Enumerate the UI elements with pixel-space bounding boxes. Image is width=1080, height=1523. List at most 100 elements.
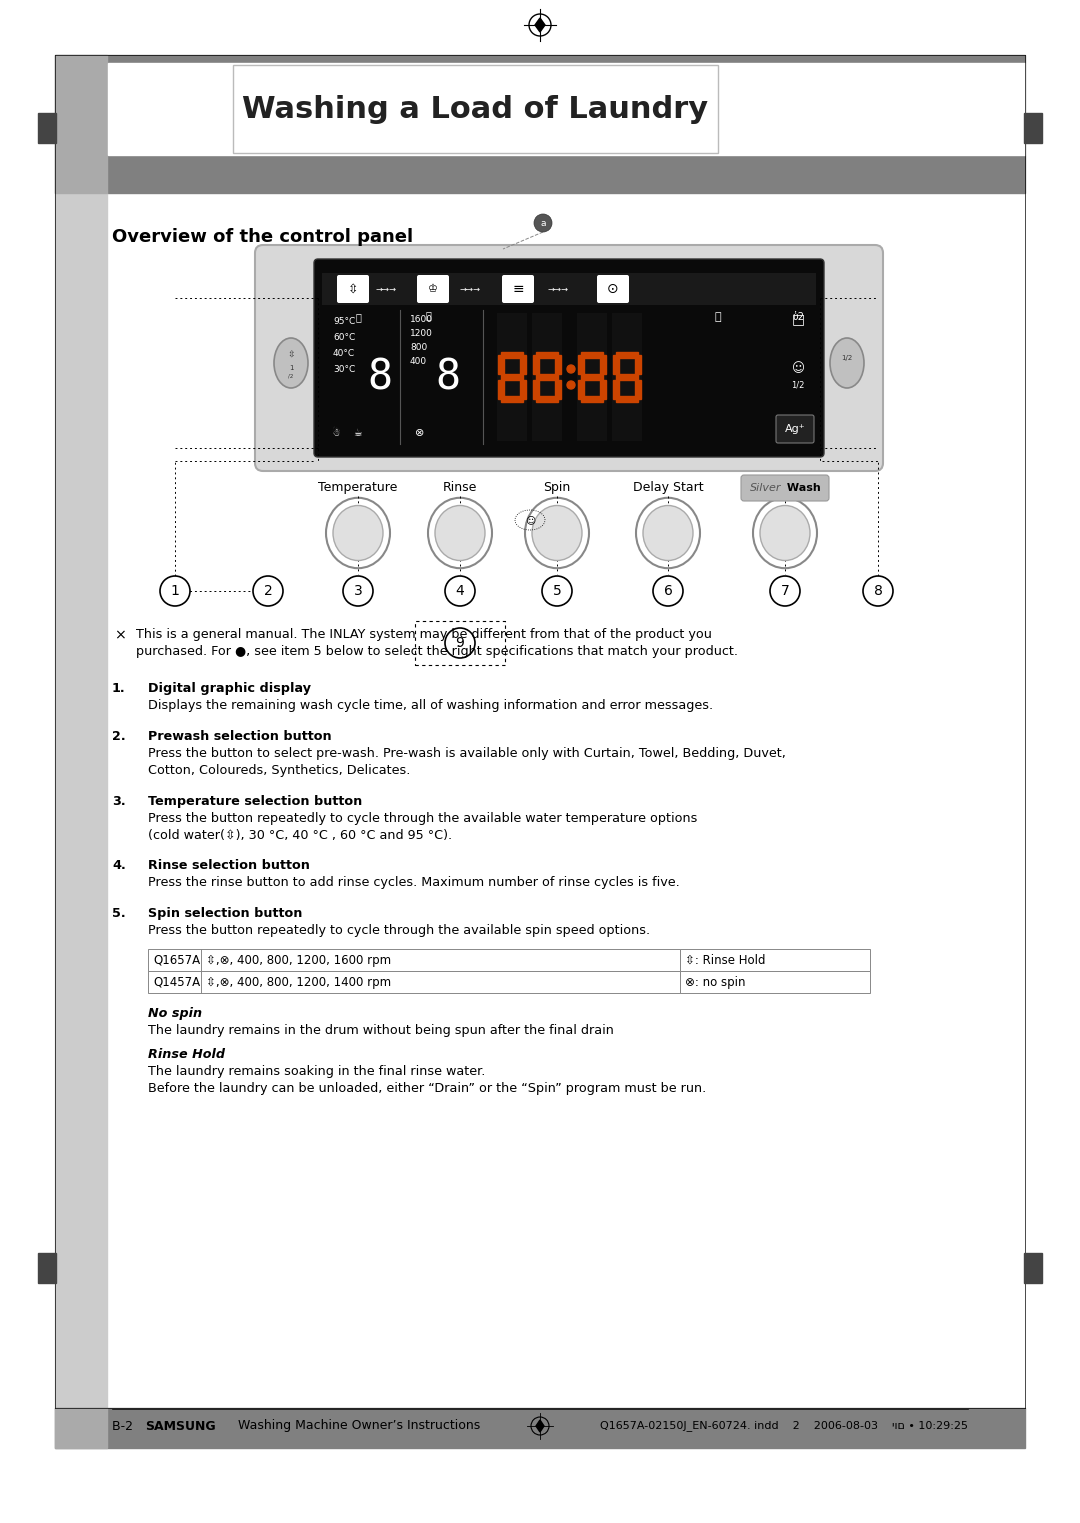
Bar (612, 314, 642, 442)
Circle shape (653, 576, 683, 606)
Bar (497, 314, 527, 442)
Bar (635, 355, 642, 375)
Bar (581, 352, 603, 358)
Text: Washing Machine Owner’s Instructions: Washing Machine Owner’s Instructions (222, 1419, 481, 1433)
Text: ☺: ☺ (792, 362, 805, 376)
Bar (55, 1407, 107, 1448)
Bar (536, 396, 558, 402)
Bar (555, 355, 561, 375)
Bar (635, 381, 642, 399)
Text: Displays the remaining wash cycle time, all of washing information and error mes: Displays the remaining wash cycle time, … (148, 699, 713, 713)
Bar (532, 314, 562, 442)
Text: Q1457A: Q1457A (153, 976, 200, 988)
Bar (1024, 113, 1042, 143)
Bar (148, 949, 680, 972)
Text: Ag⁺: Ag⁺ (785, 423, 806, 434)
Text: 1200: 1200 (410, 329, 433, 338)
Bar (616, 352, 638, 358)
Text: 3: 3 (353, 583, 363, 599)
Circle shape (445, 576, 475, 606)
Bar (578, 381, 584, 399)
Bar (55, 1407, 1025, 1448)
Ellipse shape (326, 498, 390, 568)
Text: ⇳,⊗, 400, 800, 1200, 1400 rpm: ⇳,⊗, 400, 800, 1200, 1400 rpm (206, 976, 391, 988)
Circle shape (567, 381, 575, 388)
Bar (38, 113, 56, 143)
Bar (519, 355, 526, 375)
Text: 60°C: 60°C (333, 332, 355, 341)
Bar (498, 355, 504, 375)
Text: Prewash selection button: Prewash selection button (148, 730, 332, 743)
Bar (534, 355, 539, 375)
FancyBboxPatch shape (597, 276, 629, 303)
Circle shape (534, 215, 552, 231)
Bar (55, 193, 107, 1407)
Text: Delay Start: Delay Start (633, 481, 703, 493)
Bar (577, 314, 607, 442)
Text: Q1657A-02150J_EN-60724. indd    2    2006-08-03    יום • 10:29:25: Q1657A-02150J_EN-60724. indd 2 2006-08-0… (600, 1421, 968, 1432)
Text: Rinse Hold: Rinse Hold (148, 1048, 225, 1062)
Text: Cotton, Coloureds, Synthetics, Delicates.: Cotton, Coloureds, Synthetics, Delicates… (148, 765, 410, 777)
Bar (536, 375, 558, 381)
Ellipse shape (333, 506, 383, 560)
Bar (680, 949, 870, 972)
FancyBboxPatch shape (417, 276, 449, 303)
Text: /2: /2 (288, 373, 294, 379)
Text: ☕: ☕ (353, 428, 363, 439)
Text: Digital graphic display: Digital graphic display (148, 682, 311, 696)
Bar (534, 381, 539, 399)
Bar (1024, 1253, 1042, 1282)
Bar (501, 352, 523, 358)
Bar (501, 396, 523, 402)
Text: Press the button repeatedly to cycle through the available water temperature opt: Press the button repeatedly to cycle thr… (148, 812, 698, 824)
Text: Q1657A: Q1657A (153, 953, 200, 967)
Text: ⍖: ⍖ (355, 312, 361, 321)
Ellipse shape (760, 506, 810, 560)
Circle shape (343, 576, 373, 606)
Bar (600, 381, 606, 399)
Circle shape (253, 576, 283, 606)
Text: B-2: B-2 (112, 1419, 149, 1433)
Bar (581, 396, 603, 402)
Polygon shape (535, 18, 545, 32)
Bar (501, 375, 523, 381)
Polygon shape (536, 1419, 544, 1432)
Text: 5.: 5. (112, 906, 125, 920)
Ellipse shape (274, 338, 308, 388)
Bar (581, 375, 603, 381)
FancyBboxPatch shape (314, 259, 824, 457)
Text: 1600: 1600 (410, 315, 433, 323)
Text: ♔: ♔ (428, 283, 438, 294)
Bar (55, 55, 1025, 193)
Bar (108, 62, 1025, 155)
Text: 30°C: 30°C (333, 364, 355, 373)
Ellipse shape (636, 498, 700, 568)
Text: Overview of the control panel: Overview of the control panel (112, 228, 414, 247)
Text: Press the button to select pre-wash. Pre-wash is available only with Curtain, To: Press the button to select pre-wash. Pre… (148, 746, 786, 760)
Text: Silver: Silver (750, 483, 781, 493)
Text: purchased. For ●, see item 5 below to select the right specifications that match: purchased. For ●, see item 5 below to se… (136, 646, 738, 658)
Bar (519, 381, 526, 399)
Text: This is a general manual. The INLAY system may be different from that of the pro: This is a general manual. The INLAY syst… (136, 627, 712, 641)
Text: Before the laundry can be unloaded, either “Drain” or the “Spin” program must be: Before the laundry can be unloaded, eith… (148, 1083, 706, 1095)
Text: ⊙: ⊙ (607, 282, 619, 295)
Text: →→→: →→→ (548, 285, 568, 294)
FancyBboxPatch shape (777, 414, 814, 443)
Text: 8: 8 (367, 356, 392, 398)
Text: 7: 7 (781, 583, 789, 599)
FancyBboxPatch shape (233, 65, 718, 152)
Ellipse shape (532, 506, 582, 560)
Circle shape (567, 366, 575, 373)
Text: 40°C: 40°C (333, 349, 355, 358)
Text: ⊗: no spin: ⊗: no spin (685, 976, 745, 988)
Bar (38, 1253, 56, 1282)
Text: Temperature selection button: Temperature selection button (148, 795, 362, 807)
Text: ὑ2: ὑ2 (792, 312, 804, 321)
Ellipse shape (428, 498, 492, 568)
Text: ×: × (114, 627, 126, 643)
Text: ⊗: ⊗ (416, 428, 424, 439)
Bar (616, 396, 638, 402)
Text: 400: 400 (410, 356, 427, 366)
Text: 3.: 3. (112, 795, 125, 807)
Ellipse shape (525, 498, 589, 568)
